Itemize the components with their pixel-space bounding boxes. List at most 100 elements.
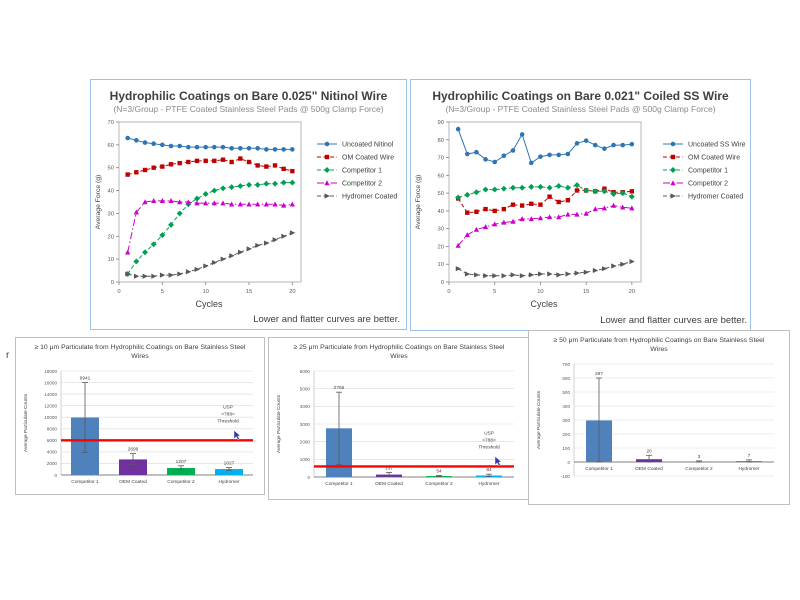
svg-text:15: 15 [246,289,252,295]
axes: 0 10 20 30 40 50 60 70 0 5 10 15 20 Average Force (g) [95,120,302,295]
svg-text:70: 70 [438,156,444,162]
bar-competitor-2: 54 Competitor 2 [425,469,453,488]
stray-mark: r [6,350,10,361]
legend-item: OM Coated Wire [663,155,740,162]
svg-text:20: 20 [289,289,295,295]
series-om-coated-wire [455,186,635,215]
svg-text:3: 3 [698,454,701,460]
svg-text:OM Coated Wire: OM Coated Wire [688,155,740,162]
x-axis-label: Cycles [530,299,558,309]
svg-text:10: 10 [537,289,543,295]
chart-box-particulate-25um: ≥ 25 μm Particulate from Hydrophilic Coa… [268,337,530,500]
svg-text:Competitor 2: Competitor 2 [167,479,195,485]
svg-text:30: 30 [438,227,444,233]
svg-text:15: 15 [583,289,589,295]
svg-text:8000: 8000 [47,427,58,432]
chart-box-particulate-10um: ≥ 10 μm Particulate from Hydrophilic Coa… [15,337,265,495]
svg-text:4000: 4000 [300,404,311,409]
svg-text:0: 0 [117,289,120,295]
bar-oem-coated: 137 OEM Coated [375,466,403,488]
svg-text:50: 50 [108,166,114,172]
bar-hydromer: 1027 Hydromer [215,461,243,485]
threshold-line: USP<788>Threshold [61,405,253,442]
legend-item: Uncoated Nitinol [317,142,394,149]
svg-text:5: 5 [161,289,164,295]
svg-text:60: 60 [438,173,444,179]
svg-text:Hydromer: Hydromer [738,466,759,472]
series-uncoated-ss-wire [455,126,635,166]
svg-text:Average Particulate Counts: Average Particulate Counts [23,394,29,453]
svg-text:Hydromer: Hydromer [478,481,499,487]
chart-note: Lower and flatter curves are better. [600,315,747,326]
svg-text:Average Force (g): Average Force (g) [415,175,422,230]
svg-text:Competitor 2: Competitor 2 [425,481,453,487]
svg-text:2000: 2000 [47,462,58,467]
chart-title: ≥ 10 μm Particulate from Hydrophilic Coa… [34,344,246,361]
svg-text:2699: 2699 [128,447,139,453]
bar-chart-10um: 0 2000 4000 6000 8000 10000 12000 14000 16000 180… [23,369,253,485]
svg-text:500: 500 [562,390,570,395]
legend-item: Hydromer Coated [663,193,743,201]
bar-oem-coated: 20 OEM Coated [635,449,663,473]
series-competitor-1 [124,179,296,277]
svg-text:12000: 12000 [44,404,57,409]
svg-text:Competitor 1: Competitor 1 [585,466,613,472]
legend-item: Competitor 1 [663,167,728,175]
svg-text:2000: 2000 [300,440,311,445]
bar-hydromer: 7 Hydromer [736,453,762,472]
svg-text:Hydromer: Hydromer [218,479,239,485]
svg-text:Uncoated Nitinol: Uncoated Nitinol [342,142,394,149]
svg-text:Threshold: Threshold [217,419,239,425]
svg-text:Average Particulate Counts: Average Particulate Counts [276,395,282,454]
legend-item: Uncoated SS Wire [663,142,746,149]
legend-item: Hydromer Coated [317,193,397,201]
svg-text:84: 84 [486,468,492,474]
svg-text:14000: 14000 [44,392,57,397]
svg-text:0: 0 [447,289,450,295]
chart-subtitle: (N=3/Group - PTFE Coated Stainless Steel… [113,104,384,114]
svg-text:54: 54 [436,469,442,475]
svg-text:10: 10 [108,257,114,263]
series-om-coated-wire [125,156,295,177]
chart-subtitle: (N=3/Group - PTFE Coated Stainless Steel… [445,104,716,114]
series-competitor-1 [455,182,635,201]
svg-text:Competitor 1: Competitor 1 [688,168,728,175]
series-competitor-2 [455,202,635,248]
svg-text:USP: USP [484,431,494,437]
svg-text:-100: -100 [561,474,571,479]
svg-text:5: 5 [493,289,496,295]
svg-text:10000: 10000 [44,415,57,420]
axes: 0 10 20 30 40 50 60 70 80 90 0 5 10 15 20 Average Force… [415,120,642,295]
series-hydromer-coated [455,258,635,279]
svg-text:1027: 1027 [224,461,235,467]
bar-competitor-2: 3 Competitor 2 [685,454,713,472]
legend-item: Competitor 2 [317,180,382,188]
svg-text:Competitor 1: Competitor 1 [342,168,382,175]
svg-text:OEM Coated: OEM Coated [375,481,403,487]
svg-text:<788>: <788> [221,412,235,418]
svg-text:<788>: <788> [482,438,496,444]
bar-hydromer: 84 Hydromer [476,468,502,487]
svg-text:40: 40 [438,209,444,215]
svg-text:600: 600 [562,376,570,381]
bar-competitor-2: 1207 Competitor 2 [167,459,195,485]
bar-competitor-1: 297 Competitor 1 [585,371,613,472]
series-uncoated-nitinol [125,135,295,152]
threshold-line: USP<788>Threshold [314,431,514,468]
svg-text:7: 7 [748,453,751,459]
svg-text:Competitor 2: Competitor 2 [342,181,382,188]
chart-title: ≥ 50 μm Particulate from Hydrophilic Coa… [553,337,765,354]
svg-text:30: 30 [108,211,114,217]
svg-text:300: 300 [562,418,570,423]
bar-competitor-1: 2755 Competitor 1 [325,386,353,488]
svg-text:100: 100 [562,446,570,451]
series-competitor-2 [125,198,295,255]
svg-text:1000: 1000 [300,457,311,462]
series-hydromer-coated [125,230,296,279]
chart-box-particulate-50um: ≥ 50 μm Particulate from Hydrophilic Coa… [528,330,790,505]
chart-title: Hydrophilic Coatings on Bare 0.021" Coil… [432,89,729,103]
svg-text:3000: 3000 [300,422,311,427]
svg-text:Average Particulate Counts: Average Particulate Counts [536,391,542,450]
svg-text:20: 20 [108,234,114,240]
